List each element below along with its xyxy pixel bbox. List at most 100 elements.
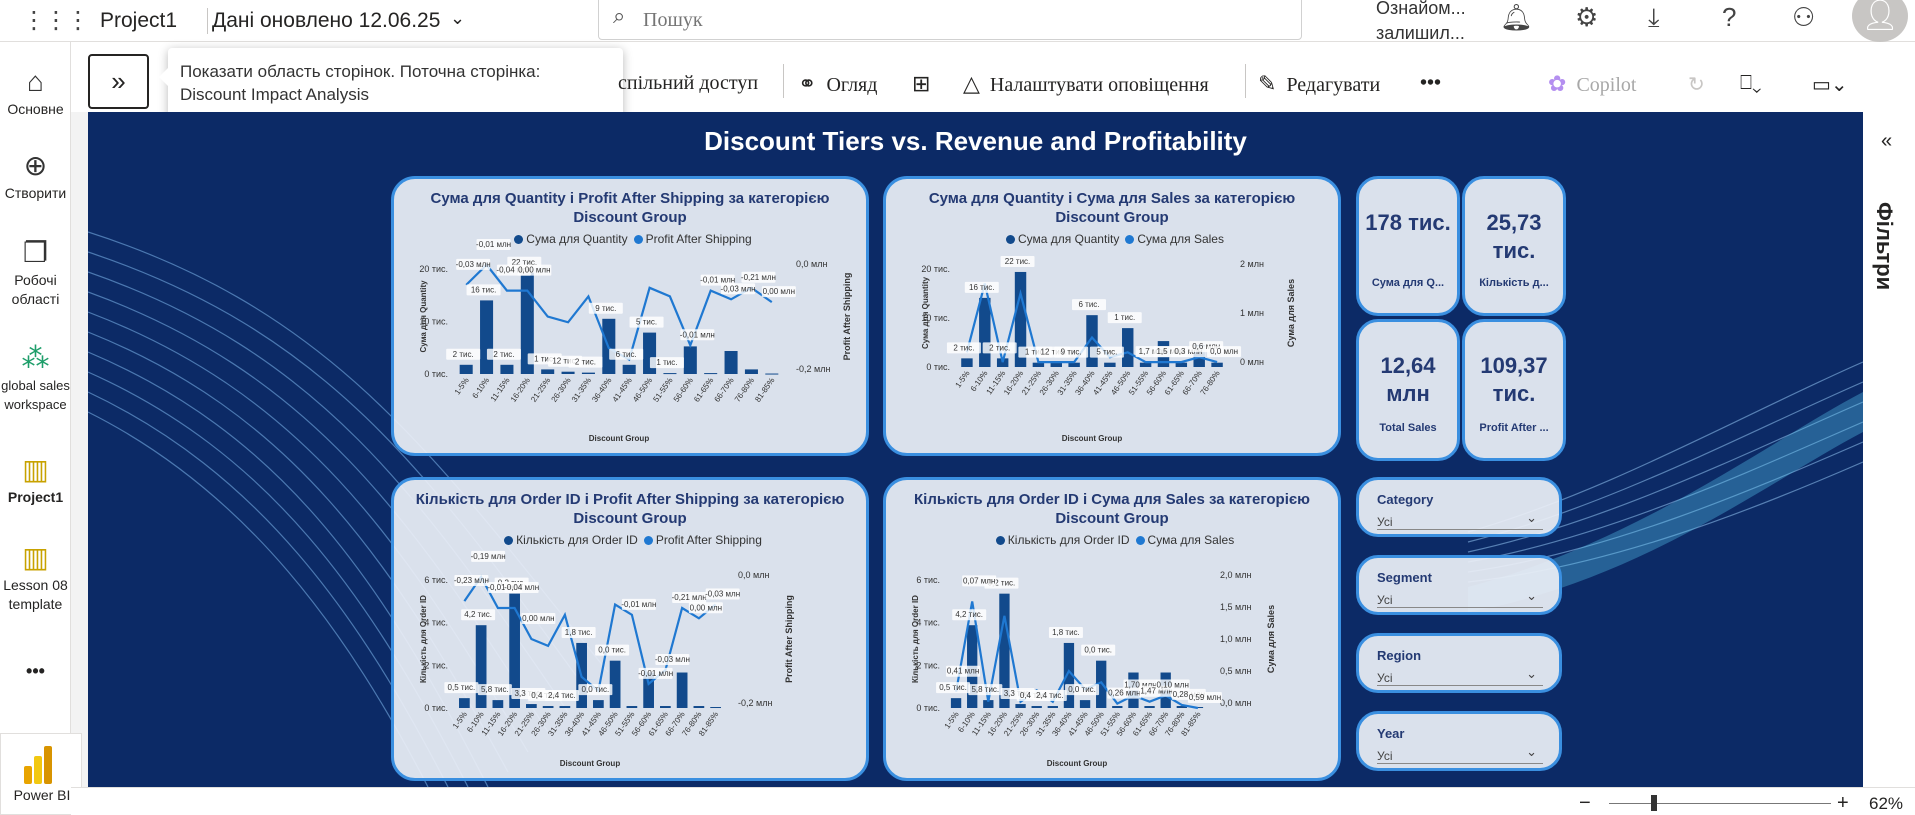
data-label: 0,00 млн	[518, 266, 550, 275]
bar	[500, 364, 514, 374]
edit-button[interactable]: ✎ Редагувати	[1258, 72, 1381, 97]
add-page-icon[interactable]: ⊞	[912, 72, 931, 97]
kpi-card-orders[interactable]: 25,73 тис. Кількість д...	[1462, 176, 1566, 316]
y-axis-title: Кількість для Order ID	[911, 595, 920, 683]
slicer-region[interactable]: Region Усі ⌄	[1356, 633, 1562, 693]
left-nav: ⌂ Основне ⊕ Створити ❐ Робочі області ⁂ …	[0, 42, 71, 815]
trial-notice[interactable]: Ознайом... залишил...	[1376, 0, 1466, 46]
nav-lesson08[interactable]: ▥ Lesson 08 template	[0, 540, 71, 614]
bar	[509, 593, 520, 708]
x-tick-label: 66-70%	[713, 376, 736, 404]
nav-more[interactable]: •••	[26, 661, 45, 681]
bar	[1144, 706, 1155, 708]
zoom-out-button[interactable]: −	[1579, 792, 1591, 814]
download-icon[interactable]: ⤓	[1648, 2, 1660, 32]
app-launcher-icon[interactable]: ⋮⋮⋮	[22, 7, 90, 34]
data-label: -0,01 млн	[700, 276, 735, 285]
filters-pane[interactable]: « Фільтри	[1863, 112, 1915, 787]
chevron-down-icon[interactable]: ⌄	[450, 8, 466, 28]
trial-line-2: залишил...	[1376, 23, 1465, 43]
view-icon[interactable]: ▭⌄	[1812, 74, 1848, 96]
data-label-bg	[446, 348, 481, 360]
kpi-card-quantity[interactable]: 178 тис. Сума для Q...	[1356, 176, 1460, 316]
project-name[interactable]: Project1	[100, 9, 178, 32]
nav-home[interactable]: ⌂ Основне	[0, 64, 71, 119]
data-label-bg	[544, 690, 579, 702]
workspaces-icon: ❐	[22, 237, 49, 268]
review-button[interactable]: ⚭ Огляд	[798, 72, 878, 97]
copilot-button[interactable]: ✿ Copilot	[1548, 72, 1637, 97]
search-box[interactable]: ⌕	[598, 0, 1302, 40]
data-label: -0,01 млн	[638, 669, 673, 678]
chart-card-3[interactable]: Кількість для Order ID і Profit After Sh…	[391, 477, 869, 781]
people-icon[interactable]: ⚇	[1792, 2, 1816, 32]
slicer-label: Category	[1377, 492, 1434, 507]
nav-create[interactable]: ⊕ Створити	[0, 148, 71, 203]
y2-tick-label: 0,0 млн	[796, 259, 827, 269]
data-label: 0,3 млн	[1174, 347, 1202, 356]
data-updated-label[interactable]: Дані оновлено 12.06.25	[212, 9, 441, 32]
help-icon[interactable]: ?	[1722, 2, 1737, 32]
kpi-value: 25,73 тис.	[1486, 210, 1542, 263]
data-label: 0,5 тис.	[939, 683, 967, 692]
data-label: 0,0 тис.	[1084, 646, 1112, 655]
series-line	[463, 574, 717, 693]
bar	[1112, 706, 1123, 708]
bar	[1104, 362, 1116, 367]
data-label: 12 тис.	[1041, 348, 1066, 357]
y2-tick-label: 1,0 млн	[1220, 634, 1251, 644]
powerbi-switcher[interactable]: Power BI	[0, 733, 82, 815]
kpi-value: 109,37 тис.	[1480, 353, 1548, 406]
chevron-down-icon[interactable]: ⌄	[1526, 510, 1537, 525]
chart-card-1[interactable]: Сума для Quantity і Profit After Shippin…	[391, 176, 869, 456]
bell-icon[interactable]: 🔔︎	[1500, 2, 1534, 32]
data-label-bg	[466, 284, 501, 296]
bar	[979, 297, 991, 367]
bookmark-icon[interactable]: ⎕⌄	[1740, 72, 1762, 94]
y2-axis-title: Profit After Shipping	[784, 595, 794, 683]
kpi-card-total-sales[interactable]: 12,64 млн Total Sales	[1356, 319, 1460, 461]
avatar[interactable]: 👤︎	[1852, 0, 1908, 42]
slicer-year[interactable]: Year Усі ⌄	[1356, 711, 1562, 771]
chevron-down-icon[interactable]: ⌄	[1526, 588, 1537, 603]
data-label-bg	[1187, 692, 1222, 703]
nav-global-sales-workspace[interactable]: ⁂ global sales workspace	[0, 340, 71, 414]
collapse-icon[interactable]: «	[1881, 130, 1893, 152]
more-options-button[interactable]: •••	[1420, 72, 1442, 94]
gear-icon[interactable]: ⚙	[1575, 2, 1599, 32]
x-tick-label: 56-60%	[672, 376, 695, 404]
data-label-bg	[621, 598, 656, 610]
kpi-value: 178 тис.	[1365, 210, 1451, 235]
nav-workspaces[interactable]: ❐ Робочі області	[0, 235, 71, 309]
y-axis-title: Сума для Quantity	[419, 280, 428, 353]
bar	[983, 700, 994, 708]
zoom-slider-thumb[interactable]	[1651, 795, 1657, 811]
bar	[520, 272, 534, 374]
search-input[interactable]	[643, 7, 1243, 33]
data-label: 6 тис.	[616, 350, 637, 359]
bar	[1096, 660, 1107, 708]
chevron-down-icon[interactable]: ⌄	[1526, 744, 1537, 759]
expand-pages-button[interactable]: »	[88, 54, 149, 109]
nav-project1[interactable]: ▥ Project1	[0, 452, 71, 507]
nav-lesson08-label: Lesson 08 template	[3, 577, 68, 612]
slicer-category[interactable]: Category Усі ⌄	[1356, 477, 1562, 537]
bar	[526, 704, 537, 708]
kpi-card-profit[interactable]: 109,37 тис. Profit After ...	[1462, 319, 1566, 461]
data-label-bg	[962, 575, 997, 587]
data-label-bg	[1065, 684, 1100, 696]
zoom-slider[interactable]	[1609, 803, 1831, 804]
alerts-button[interactable]: △ Налаштувати оповіщення	[963, 72, 1209, 97]
data-label: 16 тис.	[969, 283, 994, 292]
refresh-icon[interactable]: ↻	[1688, 74, 1705, 96]
data-label-bg	[946, 665, 981, 677]
slicer-segment[interactable]: Segment Усі ⌄	[1356, 555, 1562, 615]
zoom-in-button[interactable]: +	[1837, 792, 1849, 814]
chart-card-4[interactable]: Кількість для Order ID і Сума для Sales …	[883, 477, 1341, 781]
data-label: 2 тис.	[575, 358, 596, 367]
chevron-down-icon[interactable]: ⌄	[1526, 666, 1537, 681]
data-label: -0,01 млн	[680, 330, 715, 339]
share-button[interactable]: спільний доступ	[618, 72, 759, 94]
data-label: 5 тис.	[636, 318, 657, 327]
chart-card-2[interactable]: Сума для Quantity і Сума для Sales за ка…	[883, 176, 1341, 456]
